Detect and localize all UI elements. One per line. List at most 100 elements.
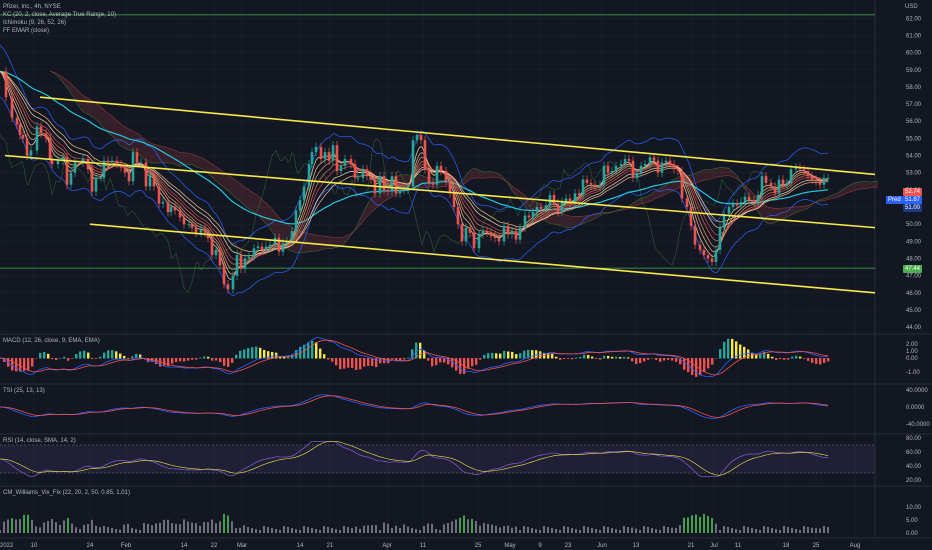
wvf-bar <box>131 528 133 533</box>
wvf-bar <box>583 526 585 533</box>
candle-body <box>412 140 415 186</box>
macd-hist <box>363 358 365 367</box>
pane-tick: 40.0000 <box>906 388 928 394</box>
symbol-title[interactable]: Pfizer, Inc., 4h, NYSE <box>3 3 116 11</box>
wvf-bar <box>435 529 437 533</box>
candle-body <box>503 226 506 241</box>
time-tick: 14 <box>297 543 304 549</box>
macd-hist <box>179 358 181 361</box>
wvf-label[interactable]: CM_Williams_Vix_Fix (22, 20, 2, 50, 0.85… <box>3 489 130 497</box>
macd-hist <box>627 357 629 358</box>
candle-body <box>158 186 161 203</box>
candle-body <box>778 180 781 194</box>
wvf-bar <box>407 527 409 533</box>
candle-body <box>711 259 714 262</box>
last-price-badge: 52.74 <box>903 188 922 196</box>
wvf-bar <box>775 529 777 533</box>
wvf-bar <box>267 527 269 533</box>
price-tick: 45.00 <box>906 308 922 314</box>
wvf-bar <box>463 515 465 533</box>
candle-body <box>240 255 243 269</box>
macd-hist <box>191 358 193 360</box>
indicator-kc-label[interactable]: KC (20, 2, close, Average True Range, 10… <box>3 11 116 19</box>
wvf-bar <box>251 528 253 533</box>
wvf-bar <box>399 528 401 533</box>
wvf-bar <box>667 527 669 533</box>
macd-hist <box>27 358 29 371</box>
tsi-label[interactable]: TSI (25, 13, 13) <box>3 387 45 395</box>
macd-hist <box>307 342 309 358</box>
macd-hist <box>607 356 609 359</box>
candle-body <box>498 238 501 241</box>
macd-hist <box>475 358 477 365</box>
candle-body <box>486 231 489 233</box>
candle-body <box>253 248 256 257</box>
wvf-bar <box>359 529 361 533</box>
wvf-bar <box>599 530 601 533</box>
price-tick: 48.00 <box>906 257 922 263</box>
wvf-bar <box>767 527 769 533</box>
macd-hist <box>323 354 325 358</box>
price-tick: 54.00 <box>906 154 922 160</box>
wvf-bar <box>55 522 57 533</box>
macd-hist <box>119 353 121 358</box>
candle-body <box>195 228 198 233</box>
pane-tick: 0.00 <box>906 356 918 362</box>
wvf-bar <box>771 528 773 533</box>
indicator-ichimoku-label[interactable]: Ichimoku (9, 26, 52, 26) <box>3 19 116 27</box>
time-tick: 9 <box>538 543 542 549</box>
macd-hist <box>75 354 77 358</box>
wvf-bar <box>255 529 257 533</box>
candle-body <box>757 195 760 202</box>
wvf-bar <box>383 523 385 533</box>
macd-hist <box>255 347 257 359</box>
wvf-bar <box>739 530 741 533</box>
macd-hist <box>459 358 461 374</box>
tsi-line <box>0 395 828 419</box>
candle-body <box>91 169 94 191</box>
candle-body <box>295 210 298 231</box>
candle-body <box>179 210 182 217</box>
wvf-bar <box>403 524 405 533</box>
candle-body <box>590 183 593 185</box>
candle-body <box>340 166 343 171</box>
candle-body <box>465 228 468 242</box>
wvf-bar <box>291 528 293 533</box>
macd-hist <box>47 354 49 359</box>
macd-hist <box>111 350 113 358</box>
candle-body <box>827 178 830 179</box>
indicator-emar-label[interactable]: FF EMAR (close) <box>3 27 116 35</box>
wvf-bar <box>447 523 449 533</box>
wvf-bar <box>595 529 597 533</box>
wvf-bar <box>483 523 485 533</box>
wvf-bar <box>199 526 201 533</box>
candle-body <box>786 183 789 185</box>
wvf-bar <box>763 526 765 533</box>
candle-body <box>11 97 14 118</box>
macd-hist <box>487 353 489 358</box>
wvf-bar <box>635 529 637 533</box>
candle-body <box>765 176 768 183</box>
candle-body <box>611 171 614 173</box>
macd-hist <box>355 358 357 370</box>
candle-body <box>387 190 390 192</box>
macd-label[interactable]: MACD (12, 26, close, 9, EMA, EMA) <box>3 337 100 345</box>
wvf-bar <box>211 520 213 533</box>
wvf-bar <box>19 519 21 533</box>
time-tick: 21 <box>688 543 695 549</box>
rsi-label[interactable]: RSI (14, close, SMA, 14, 2) <box>3 437 76 445</box>
wvf-bar <box>527 527 529 533</box>
wvf-bar <box>79 529 81 533</box>
price-axis: 62.0061.0060.0059.0058.0057.0056.0055.00… <box>906 16 922 331</box>
candle-body <box>673 164 676 169</box>
wvf-bar <box>99 527 101 533</box>
macd-hist <box>587 355 589 358</box>
macd-hist <box>115 351 117 358</box>
candle-body <box>699 245 702 250</box>
candle-body <box>16 118 19 125</box>
wvf-bar <box>467 519 469 533</box>
candle-body <box>100 178 103 179</box>
candle-body <box>490 233 493 236</box>
candle-body <box>399 190 402 193</box>
